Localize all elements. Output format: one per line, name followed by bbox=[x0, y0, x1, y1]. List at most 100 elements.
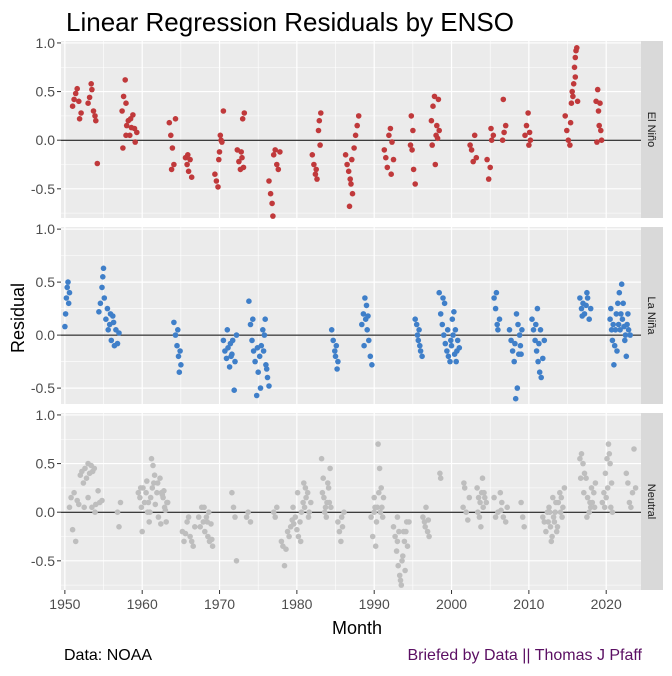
data-point bbox=[232, 358, 238, 365]
data-point bbox=[150, 462, 156, 469]
data-point bbox=[301, 504, 308, 511]
data-point bbox=[270, 509, 277, 515]
data-point bbox=[306, 509, 313, 515]
data-point bbox=[533, 348, 540, 354]
data-point bbox=[474, 485, 480, 491]
data-point bbox=[92, 113, 98, 119]
data-point bbox=[554, 524, 561, 530]
data-point bbox=[551, 519, 558, 525]
data-point bbox=[270, 213, 276, 219]
data-point bbox=[478, 524, 484, 530]
data-point bbox=[543, 528, 549, 535]
data-point bbox=[66, 289, 73, 296]
data-point bbox=[290, 504, 296, 511]
data-point bbox=[410, 127, 416, 134]
data-point bbox=[209, 536, 215, 543]
data-point bbox=[479, 475, 486, 482]
data-point bbox=[581, 470, 588, 477]
data-point bbox=[81, 504, 87, 511]
data-point bbox=[172, 116, 179, 122]
data-point bbox=[229, 351, 235, 358]
data-point bbox=[553, 499, 559, 506]
data-point bbox=[225, 345, 231, 351]
data-point bbox=[574, 98, 581, 105]
data-point bbox=[568, 100, 575, 106]
y-tick-label: 1.0 bbox=[36, 35, 56, 51]
data-point bbox=[454, 337, 461, 344]
data-point bbox=[339, 524, 346, 530]
data-point bbox=[624, 321, 630, 328]
data-point bbox=[378, 485, 385, 491]
data-point bbox=[88, 81, 94, 87]
data-point bbox=[400, 553, 406, 559]
data-point bbox=[425, 517, 432, 523]
data-point bbox=[369, 362, 375, 368]
data-point bbox=[154, 480, 161, 486]
data-point bbox=[500, 514, 507, 520]
data-point bbox=[526, 142, 532, 148]
data-point bbox=[120, 145, 126, 151]
data-point bbox=[172, 332, 179, 338]
x-tick-label: 2000 bbox=[436, 596, 467, 612]
data-point bbox=[394, 538, 401, 545]
data-point bbox=[483, 499, 490, 506]
data-point bbox=[626, 499, 633, 506]
y-tick-label: 0.0 bbox=[36, 327, 56, 343]
data-point bbox=[151, 480, 157, 486]
data-point bbox=[213, 178, 220, 184]
data-point bbox=[168, 132, 174, 139]
data-point bbox=[371, 509, 378, 515]
data-point bbox=[145, 499, 152, 506]
data-point bbox=[513, 311, 520, 317]
data-point bbox=[314, 176, 320, 182]
data-point bbox=[284, 528, 291, 535]
data-point bbox=[627, 332, 633, 338]
data-point bbox=[567, 142, 573, 148]
data-point bbox=[239, 116, 246, 122]
data-point bbox=[536, 340, 542, 347]
data-point bbox=[64, 284, 70, 291]
data-point bbox=[367, 353, 374, 360]
data-point bbox=[231, 387, 237, 394]
data-point bbox=[344, 161, 350, 168]
data-point bbox=[220, 337, 227, 344]
data-point bbox=[440, 295, 446, 301]
data-point bbox=[270, 152, 277, 158]
data-point bbox=[147, 494, 154, 501]
data-point bbox=[558, 494, 565, 501]
data-point bbox=[359, 321, 365, 328]
data-point bbox=[275, 166, 282, 173]
data-point bbox=[224, 327, 231, 333]
data-point bbox=[266, 383, 272, 389]
data-point bbox=[297, 519, 303, 525]
data-point bbox=[127, 116, 134, 122]
x-tick-label: 1960 bbox=[127, 596, 158, 612]
data-point bbox=[65, 300, 72, 307]
data-point bbox=[498, 507, 504, 514]
data-point bbox=[547, 524, 554, 530]
data-point bbox=[255, 369, 261, 376]
data-point bbox=[316, 117, 323, 124]
data-point bbox=[185, 514, 192, 520]
data-point bbox=[571, 64, 578, 71]
data-point bbox=[203, 514, 210, 520]
data-point bbox=[594, 139, 600, 145]
data-point bbox=[492, 514, 499, 520]
data-point bbox=[407, 142, 414, 148]
data-point bbox=[227, 340, 234, 347]
data-point bbox=[195, 514, 202, 520]
data-point bbox=[184, 161, 190, 168]
data-point bbox=[460, 504, 466, 511]
data-point bbox=[488, 125, 494, 132]
data-point bbox=[83, 475, 90, 482]
data-point bbox=[511, 358, 517, 365]
data-point bbox=[348, 181, 354, 187]
data-point bbox=[420, 514, 426, 520]
data-point bbox=[439, 321, 446, 328]
data-point bbox=[383, 154, 389, 161]
data-point bbox=[526, 129, 533, 136]
data-point bbox=[412, 181, 419, 187]
data-point bbox=[629, 489, 636, 496]
data-point bbox=[546, 504, 552, 511]
data-point bbox=[157, 475, 163, 482]
